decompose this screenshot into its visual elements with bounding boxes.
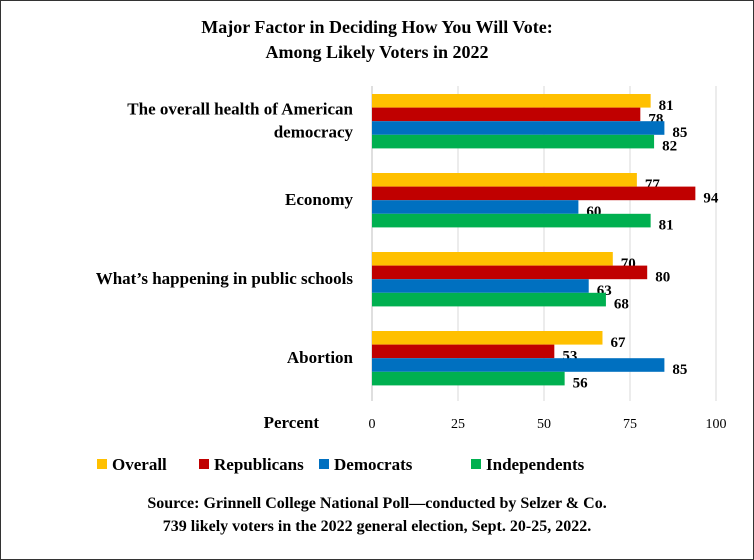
bar-republicans: [372, 107, 641, 122]
x-tick-label: 25: [451, 417, 465, 432]
legend-swatch: [319, 459, 329, 469]
data-label: 81: [659, 218, 674, 234]
bar-overall: [372, 331, 603, 345]
bar-republicans: [372, 344, 555, 359]
legend-swatch: [199, 459, 209, 469]
bar-independents: [372, 292, 606, 307]
legend-item-independents: Independents: [471, 455, 585, 474]
legend-label: Independents: [486, 455, 585, 474]
x-tick-label: 75: [623, 417, 637, 432]
category-label: Economy: [285, 190, 354, 209]
bar-democrats: [372, 358, 665, 372]
legend-item-democrats: Democrats: [319, 455, 413, 474]
chart-title-line-1: Major Factor in Deciding How You Will Vo…: [201, 17, 553, 37]
category-label: The overall health of American: [127, 100, 353, 119]
legend-swatch: [97, 459, 107, 469]
legend-label: Overall: [112, 455, 167, 474]
legend-label: Democrats: [334, 455, 413, 474]
bar-independents: [372, 371, 565, 386]
x-tick-label: 100: [706, 417, 727, 432]
x-tick-label: 50: [537, 417, 551, 432]
bar-independents: [372, 213, 651, 228]
data-label: 94: [703, 190, 719, 206]
data-label: 85: [672, 125, 687, 141]
bar-overall: [372, 252, 613, 266]
source-line-2: 739 likely voters in the 2022 general el…: [163, 518, 591, 535]
bar-republicans: [372, 186, 696, 201]
bar-overall: [372, 173, 637, 187]
x-axis-label: Percent: [264, 413, 320, 432]
data-label: 80: [655, 269, 670, 285]
legend-swatch: [471, 459, 481, 469]
bar-democrats: [372, 121, 665, 135]
data-label: 81: [659, 98, 674, 114]
bar-independents: [372, 134, 655, 149]
x-tick-label: 0: [369, 417, 376, 432]
data-label: 82: [662, 139, 677, 155]
data-label: 67: [610, 335, 626, 351]
category-label: Abortion: [287, 348, 354, 367]
chart-title-line-2: Among Likely Voters in 2022: [265, 42, 488, 62]
bar-democrats: [372, 279, 589, 293]
source-line-1: Source: Grinnell College National Poll—c…: [147, 495, 606, 512]
legend-label: Republicans: [214, 455, 304, 474]
data-label: 68: [614, 297, 629, 313]
bar-republicans: [372, 265, 648, 280]
legend-item-republicans: Republicans: [199, 455, 304, 474]
legend-item-overall: Overall: [97, 455, 167, 474]
category-label: democracy: [274, 123, 354, 142]
bar-democrats: [372, 200, 579, 214]
bar-overall: [372, 94, 651, 108]
category-label: What’s happening in public schools: [96, 269, 354, 288]
data-label: 85: [672, 362, 687, 378]
data-label: 56: [573, 376, 589, 392]
